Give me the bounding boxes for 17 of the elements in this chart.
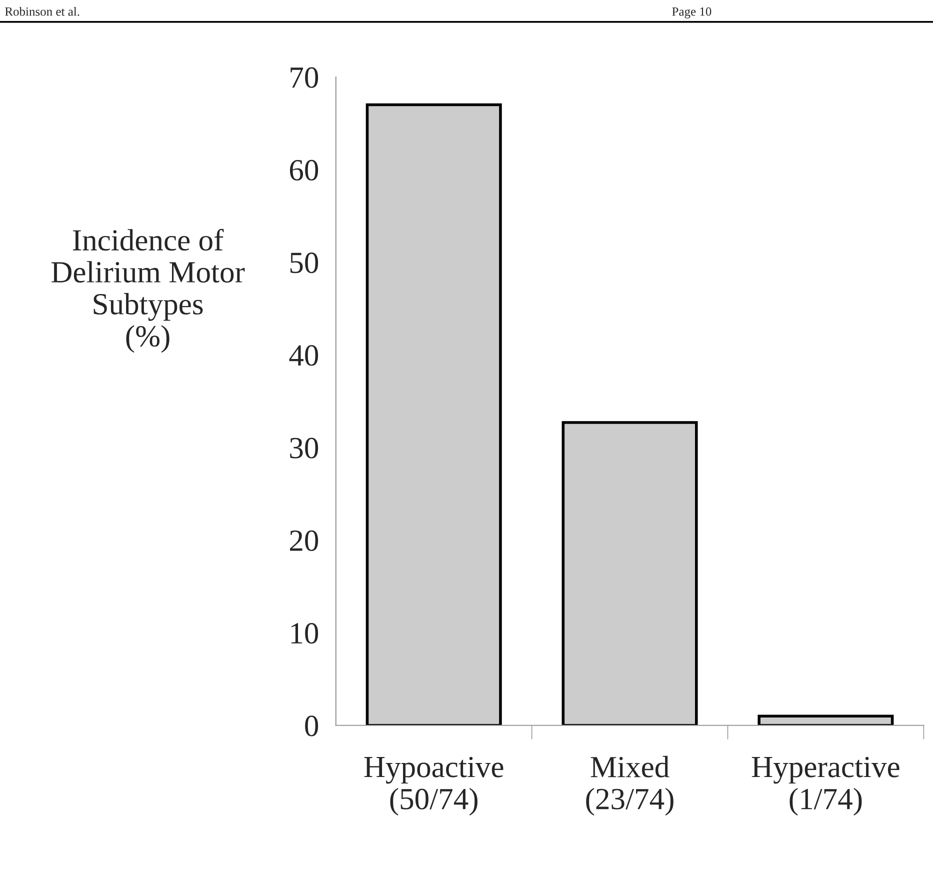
x-tick-label: Hypoactive (50/74) [364,756,504,816]
y-tick-label: 70 [290,67,318,88]
bar [366,103,502,726]
x-tick-label: Mixed (23/74) [586,756,674,816]
text: Page 10 [672,7,712,18]
y-tick-label: 60 [290,160,318,181]
y-tick-label: 0 [305,716,318,736]
text: Robinson et al. [5,7,80,16]
y-tick-label: 10 [291,623,318,644]
y-tick-label: 20 [290,530,318,552]
y-axis-title: Incidence of Delirium Motor Subtypes (%) [51,228,245,353]
y-tick-label: 40 [289,345,318,366]
y-tick-label: 50 [290,252,318,274]
x-tick-label: Hyperactive (1/74) [752,756,900,816]
y-tick-label: 30 [290,438,318,458]
bar [758,714,894,726]
bar [562,421,698,726]
